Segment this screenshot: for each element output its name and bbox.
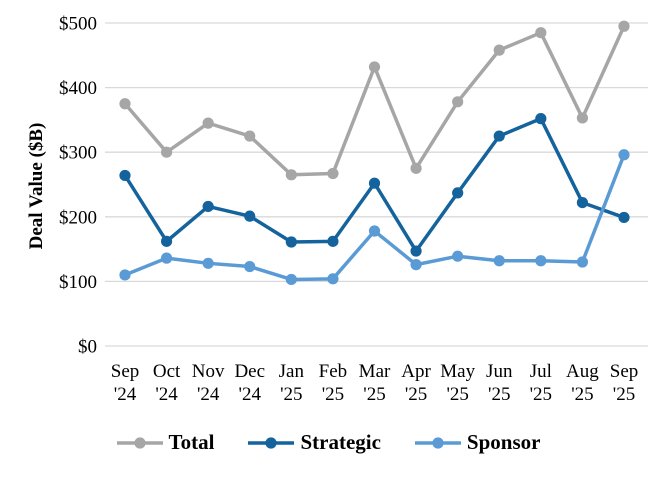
y-tick-label: $500	[59, 14, 97, 35]
x-tick-label: Jul '25	[530, 361, 552, 405]
x-tick-label: Jun '25	[486, 361, 513, 405]
data-point	[202, 117, 214, 129]
data-point	[327, 235, 339, 247]
data-point	[618, 149, 630, 161]
sponsor-line-marker-icon	[414, 436, 461, 449]
data-point	[576, 112, 589, 124]
data-point	[244, 130, 256, 142]
data-point	[535, 27, 547, 39]
plot-area: $0 $100 $200 $300 $400 $500 Sep '24 Oct '24 Nov '24…	[59, 14, 648, 405]
data-point	[285, 169, 297, 181]
data-point	[244, 260, 256, 273]
data-point	[119, 98, 131, 110]
x-tick-label: Apr '25	[401, 361, 431, 405]
data-point	[160, 146, 173, 158]
strategic-line-marker-icon	[248, 436, 295, 449]
data-point	[202, 257, 214, 269]
total-line-marker-icon	[116, 436, 163, 449]
legend-item-strategic[interactable]: Strategic	[248, 430, 381, 455]
x-tick-label: Mar '25	[359, 361, 391, 405]
data-point	[368, 61, 381, 73]
data-point	[618, 211, 630, 224]
y-tick-label: $0	[78, 337, 97, 358]
y-tick-label: $100	[59, 272, 97, 293]
x-tick-label: Jan '25	[279, 361, 305, 405]
series-total	[119, 20, 630, 181]
data-point	[368, 225, 381, 237]
data-point	[285, 236, 297, 248]
legend-label-total: Total	[168, 430, 215, 454]
data-point	[119, 269, 131, 281]
legend: Total Strategic Sponsor	[0, 430, 657, 455]
x-axis-tick-labels: Sep '24 Oct '24 Nov '24 Dec '24 Jan '25 Feb '25 Mar '…	[111, 361, 639, 405]
data-point	[410, 259, 422, 271]
data-point	[202, 200, 214, 213]
x-tick-label: Sep '25	[610, 361, 639, 405]
data-point	[119, 169, 131, 182]
x-tick-label: Dec '24	[234, 361, 265, 405]
y-tick-label: $400	[59, 78, 97, 99]
data-point	[327, 167, 339, 180]
data-point	[493, 255, 505, 267]
legend-item-sponsor[interactable]: Sponsor	[414, 430, 541, 455]
data-point	[576, 256, 589, 268]
y-tick-label: $200	[59, 207, 97, 228]
data-point	[493, 130, 505, 142]
legend-label-sponsor: Sponsor	[466, 430, 541, 454]
data-point	[618, 20, 630, 32]
data-point	[410, 162, 422, 174]
data-point	[160, 252, 173, 264]
data-point	[493, 44, 505, 56]
data-point	[244, 210, 256, 222]
data-point	[327, 273, 339, 285]
data-point	[160, 235, 173, 247]
x-tick-label: Oct '24	[153, 361, 181, 405]
x-tick-label: Nov '24	[192, 361, 225, 405]
y-tick-label: $300	[59, 143, 97, 164]
data-point	[535, 255, 547, 267]
data-point	[576, 196, 589, 209]
data-point	[285, 273, 297, 286]
data-point	[452, 187, 464, 199]
x-tick-label: Aug '25	[566, 361, 599, 405]
series-strategic	[119, 113, 630, 257]
data-point	[452, 96, 464, 108]
data-point	[368, 177, 381, 189]
x-tick-label: Feb '25	[319, 361, 348, 405]
x-tick-label: Sep '24	[111, 361, 140, 405]
x-tick-label: May '25	[440, 361, 475, 405]
data-point	[410, 245, 422, 257]
data-point	[452, 250, 464, 262]
y-axis-tick-labels: $0 $100 $200 $300 $400 $500	[59, 14, 97, 358]
data-point	[535, 113, 547, 125]
legend-item-total[interactable]: Total	[116, 430, 215, 455]
legend-label-strategic: Strategic	[300, 430, 381, 454]
series-sponsor	[119, 149, 630, 286]
